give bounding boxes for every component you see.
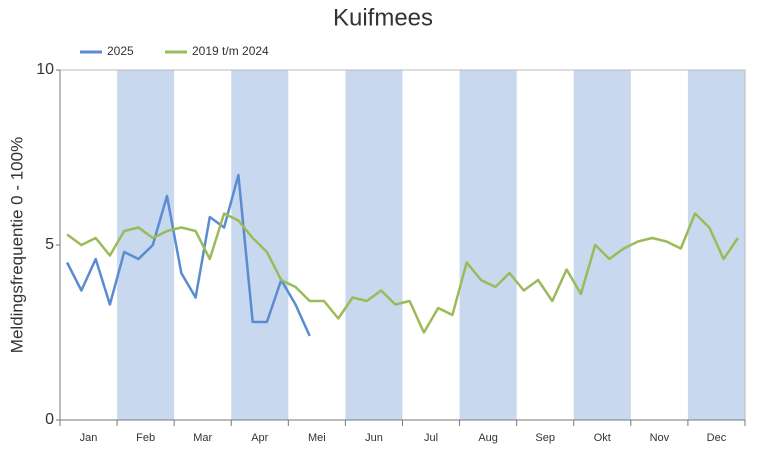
y-tick-label: 10 [36, 61, 54, 78]
x-tick-label: Sep [535, 432, 555, 444]
x-tick-label: Jan [80, 432, 98, 444]
x-tick-label: Apr [251, 432, 268, 444]
x-tick-label: Jun [365, 432, 383, 444]
month-band [345, 70, 403, 420]
x-tick-label: Dec [707, 432, 727, 444]
x-tick-label: Feb [136, 432, 155, 444]
y-tick-label: 0 [45, 411, 54, 428]
y-axis-label: Meldingsfrequentie 0 - 100% [7, 137, 26, 353]
legend-label: 2019 t/m 2024 [192, 44, 269, 58]
month-band [459, 70, 517, 420]
y-tick-label: 5 [45, 236, 54, 253]
x-tick-label: Mar [193, 432, 212, 444]
legend-label: 2025 [107, 44, 134, 58]
x-tick-label: Mei [308, 432, 326, 444]
x-tick-label: Jul [424, 432, 438, 444]
chart-title: Kuifmees [333, 4, 433, 31]
month-band [573, 70, 631, 420]
x-tick-label: Okt [594, 432, 611, 444]
series-line [65, 173, 311, 337]
month-band [117, 70, 175, 420]
series-line [66, 212, 739, 334]
x-tick-label: Aug [478, 432, 498, 444]
x-tick-label: Nov [650, 432, 670, 444]
